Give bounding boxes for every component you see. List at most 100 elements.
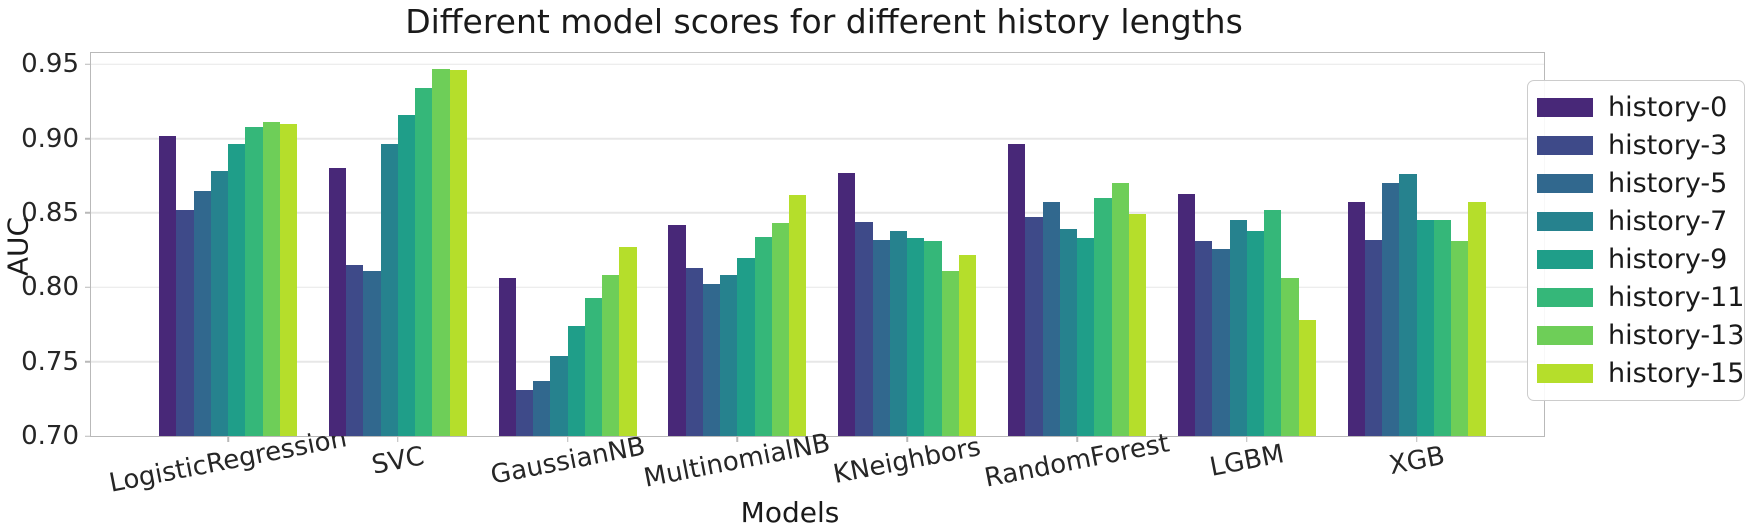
bar-GaussianNB-history-15: [619, 247, 637, 436]
bar-LogisticRegression-history-0: [159, 135, 177, 436]
bar-group-LogisticRegression: [159, 53, 297, 436]
legend-label-history-11: history-11: [1608, 282, 1745, 313]
bar-MultinomialNB-history-13: [771, 223, 790, 436]
bar-SVC-history-7: [380, 144, 398, 436]
bar-group-SVC: [328, 53, 467, 436]
gridline-0.95: [91, 63, 1544, 65]
bar-SVC-history-11: [415, 87, 433, 436]
bar-KNeighbors-history-7: [889, 230, 908, 436]
gridline-0.80: [91, 286, 1544, 289]
legend-item-history-7: history-7: [1537, 205, 1734, 238]
xtick-mark-LGBM: [1246, 436, 1248, 442]
bar-LGBM-history-15: [1298, 320, 1316, 436]
legend-label-history-7: history-7: [1608, 206, 1728, 237]
bar-group-MultinomialNB: [668, 53, 807, 436]
ytick-mark-0.95: [85, 63, 91, 65]
bar-XGB-history-7: [1399, 174, 1417, 436]
xtick-mark-SVC: [397, 436, 399, 442]
bar-KNeighbors-history-15: [958, 254, 977, 436]
bar-RandomForest-history-11: [1094, 198, 1112, 436]
ytick-mark-0.80: [85, 286, 91, 289]
ytick-label-0.95: 0.95: [21, 49, 79, 80]
bar-LGBM-history-13: [1281, 278, 1299, 436]
bar-RandomForest-history-15: [1128, 214, 1146, 436]
bar-RandomForest-history-9: [1077, 238, 1095, 436]
bar-MultinomialNB-history-11: [754, 236, 772, 436]
bar-XGB-history-13: [1451, 241, 1469, 436]
ytick-label-0.80: 0.80: [21, 272, 79, 303]
legend-swatch-history-0: [1537, 98, 1593, 117]
legend-label-history-3: history-3: [1608, 130, 1728, 161]
bar-GaussianNB-history-7: [550, 355, 568, 436]
bar-XGB-history-15: [1468, 202, 1486, 436]
legend-item-history-11: history-11: [1537, 281, 1745, 314]
xtick-mark-MultinomialNB: [736, 436, 739, 442]
bar-SVC-history-13: [432, 68, 450, 436]
bar-XGB-history-11: [1433, 220, 1452, 436]
bar-group-KNeighbors: [838, 53, 977, 436]
legend: history-0 history-3 history-5 history-7 hist…: [1527, 80, 1745, 401]
bar-XGB-history-3: [1364, 239, 1383, 436]
xtick-mark-RandomForest: [1076, 436, 1078, 442]
bar-GaussianNB-history-3: [515, 389, 534, 436]
y-axis-label: AUC: [1, 216, 35, 277]
ytick-mark-0.90: [85, 137, 91, 140]
bar-LGBM-history-3: [1195, 241, 1213, 436]
legend-item-history-13: history-13: [1537, 319, 1745, 352]
bar-KNeighbors-history-9: [907, 238, 925, 436]
bar-XGB-history-5: [1382, 183, 1400, 436]
bar-group-GaussianNB: [498, 53, 637, 436]
bar-RandomForest-history-5: [1042, 202, 1060, 436]
legend-label-history-5: history-5: [1608, 168, 1728, 199]
ytick-label-0.85: 0.85: [21, 197, 79, 228]
legend-item-history-0: history-0: [1537, 91, 1734, 124]
bar-LGBM-history-0: [1177, 193, 1196, 436]
legend-label-history-15: history-15: [1608, 358, 1745, 389]
x-axis-label: Models: [740, 496, 840, 529]
bar-MultinomialNB-history-3: [685, 267, 703, 436]
xtick-label-SVC: SVC: [369, 441, 427, 481]
bar-LogisticRegression-history-5: [193, 190, 211, 436]
xtick-mark-XGB: [1415, 436, 1418, 442]
plot-area: 0.70 0.75 0.80 0.85 0.90 0.95 LogisticRegressi…: [21, 51, 1545, 499]
legend-swatch-history-5: [1537, 174, 1593, 193]
legend-swatch-history-7: [1537, 212, 1593, 231]
bar-SVC-history-0: [328, 168, 347, 436]
xtick-mark-KNeighbors: [906, 436, 908, 442]
ytick-mark-0.75: [85, 360, 91, 363]
bar-group-XGB: [1347, 53, 1486, 436]
bar-MultinomialNB-history-7: [720, 275, 738, 436]
ytick-label-0.90: 0.90: [21, 123, 79, 154]
bar-RandomForest-history-0: [1008, 144, 1026, 436]
bar-LGBM-history-7: [1229, 220, 1247, 436]
bar-RandomForest-history-3: [1025, 217, 1043, 436]
ytick-label-0.75: 0.75: [21, 346, 79, 377]
legend-label-history-0: history-0: [1608, 92, 1728, 123]
ytick-label-0.70: 0.70: [21, 421, 79, 451]
bar-KNeighbors-history-13: [941, 270, 959, 436]
xtick-label-LGBM: LGBM: [1207, 439, 1287, 483]
bar-XGB-history-0: [1347, 202, 1365, 436]
bar-LGBM-history-9: [1246, 230, 1265, 436]
bar-LogisticRegression-history-3: [176, 209, 194, 436]
bar-KNeighbors-history-3: [855, 221, 873, 436]
legend-swatch-history-3: [1537, 136, 1593, 155]
bar-GaussianNB-history-9: [567, 325, 585, 436]
bar-GaussianNB-history-0: [498, 278, 516, 436]
bar-GaussianNB-history-11: [584, 297, 603, 436]
bar-RandomForest-history-7: [1059, 229, 1077, 436]
bar-LogisticRegression-history-7: [210, 171, 228, 436]
legend-item-history-5: history-5: [1537, 167, 1734, 200]
xtick-mark-GaussianNB: [566, 436, 569, 442]
legend-item-history-9: history-9: [1537, 243, 1734, 276]
legend-swatch-history-15: [1537, 364, 1593, 383]
bar-LGBM-history-11: [1264, 209, 1282, 436]
bar-SVC-history-3: [346, 264, 364, 436]
bar-KNeighbors-history-5: [872, 239, 890, 436]
legend-swatch-history-11: [1537, 288, 1593, 307]
bar-SVC-history-9: [397, 114, 416, 436]
bar-LogisticRegression-history-15: [279, 123, 297, 436]
gridline-0.90: [91, 137, 1544, 140]
bar-LGBM-history-5: [1212, 248, 1230, 436]
gridline-0.85: [91, 212, 1544, 214]
